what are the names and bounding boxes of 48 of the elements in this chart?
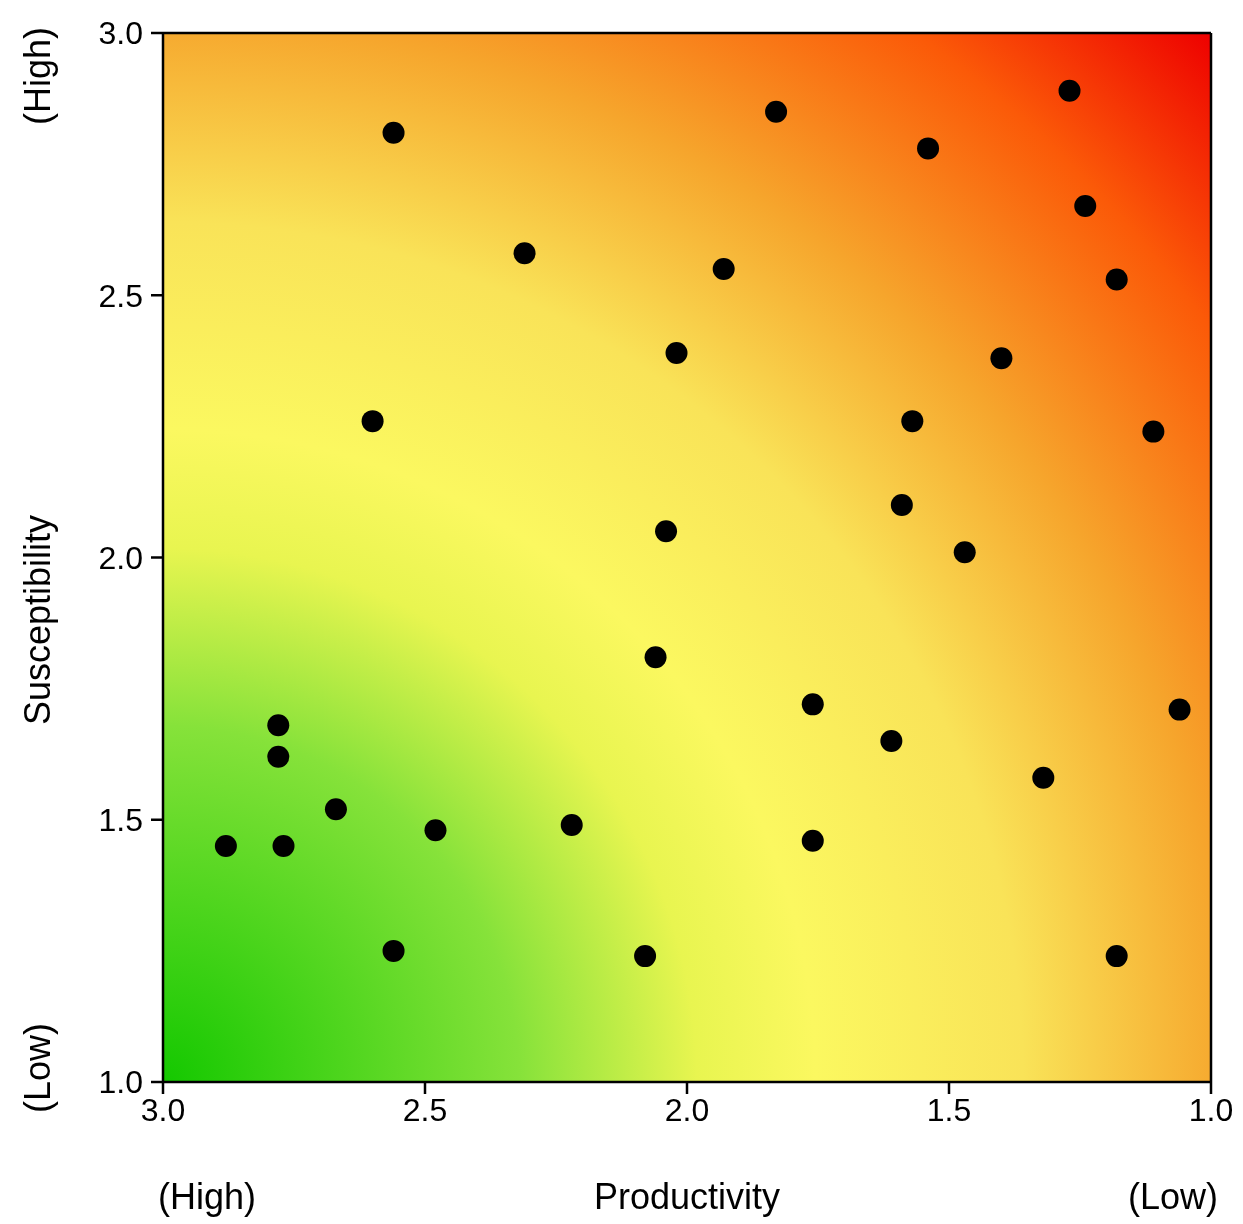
x-tick-label: 2.5: [402, 1091, 448, 1128]
point: [560, 814, 583, 836]
point: [382, 121, 405, 144]
text: (Low): [17, 1022, 59, 1114]
y-tick-label: 3.0: [98, 15, 143, 52]
point: [1142, 420, 1165, 443]
point: [324, 798, 347, 821]
y-tick-label: 1.0: [98, 1064, 143, 1101]
text: (Low): [1128, 1176, 1219, 1218]
point: [990, 347, 1013, 370]
point: [513, 242, 536, 265]
point: [665, 341, 688, 364]
point: [1105, 945, 1128, 968]
y-tick-label: 2.5: [98, 277, 143, 314]
point: [890, 494, 913, 517]
y-tick-label: 2.0: [98, 539, 143, 576]
point: [272, 834, 295, 857]
x-tick-label: 1.5: [926, 1091, 972, 1128]
point: [880, 730, 903, 753]
point: [655, 520, 678, 543]
point: [801, 829, 824, 852]
point: [953, 541, 976, 564]
point: [1032, 766, 1055, 789]
point: [424, 819, 447, 842]
point: [917, 137, 940, 160]
point: [214, 834, 237, 857]
text: (High): [158, 1176, 257, 1218]
point: [712, 258, 735, 281]
point: [1168, 698, 1191, 721]
point: [1074, 195, 1097, 218]
text: (High): [17, 26, 59, 126]
x-tick-label: 1.0: [1188, 1091, 1234, 1128]
point: [644, 646, 667, 669]
x-tick-label: 2.0: [664, 1091, 710, 1128]
point: [267, 714, 290, 737]
point: [361, 410, 384, 433]
point: [765, 100, 788, 123]
point: [1105, 268, 1128, 291]
x-axis-title: Productivity: [593, 1176, 781, 1217]
point: [267, 745, 290, 768]
x-tick-label: 3.0: [140, 1091, 186, 1128]
point: [1058, 79, 1081, 102]
point: [801, 693, 824, 716]
y-axis-title: Susceptibility: [17, 514, 59, 726]
point: [382, 939, 405, 962]
y-tick-label: 1.5: [98, 802, 143, 839]
point: [634, 945, 657, 968]
point: [901, 410, 924, 433]
